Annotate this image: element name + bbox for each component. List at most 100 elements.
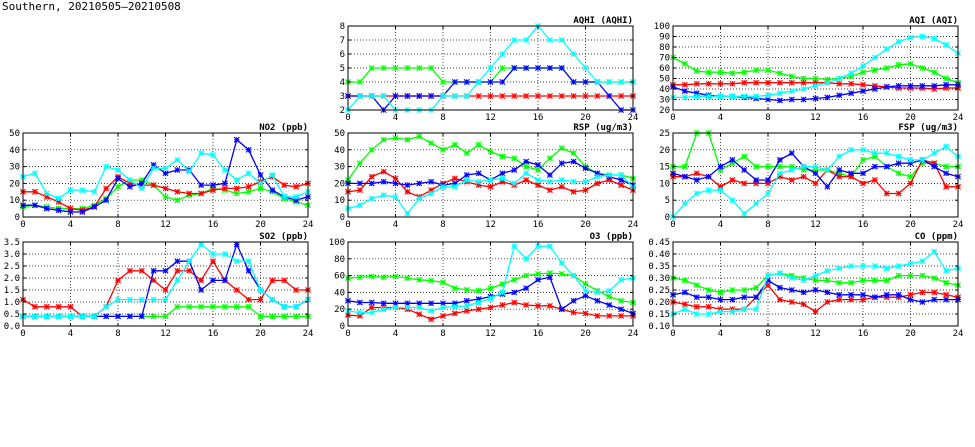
x-tick-label: 16 — [533, 113, 544, 123]
data-point-day2 — [535, 182, 541, 189]
data-point-day2 — [836, 173, 843, 180]
data-point-day4 — [79, 313, 86, 320]
data-point-day4 — [356, 202, 363, 209]
data-point-day3 — [765, 177, 771, 184]
data-point-day1 — [368, 273, 375, 280]
data-point-day1 — [860, 69, 866, 76]
data-point-day4 — [848, 263, 855, 269]
data-point-day4 — [535, 177, 541, 184]
data-point-day4 — [582, 65, 589, 71]
data-point-day2 — [693, 303, 700, 310]
data-point-day3 — [883, 163, 890, 170]
y-tick-label: 0.0 — [4, 322, 20, 332]
data-point-day4 — [907, 34, 914, 41]
data-point-day2 — [31, 188, 38, 195]
data-point-day4 — [221, 166, 228, 173]
data-point-day3 — [812, 170, 819, 177]
data-point-day1 — [741, 287, 748, 293]
data-point-day3 — [618, 177, 625, 184]
data-point-day1 — [392, 65, 399, 71]
data-point-day4 — [451, 93, 458, 99]
data-point-day1 — [416, 133, 423, 140]
data-point-day4 — [848, 146, 855, 153]
data-point-day1 — [681, 60, 688, 67]
data-point-day2 — [943, 183, 950, 190]
data-point-day1 — [943, 75, 950, 82]
data-point-day3 — [606, 302, 613, 308]
y-tick-label: 0.35 — [648, 262, 670, 272]
data-point-day3 — [943, 170, 950, 177]
data-point-day3 — [404, 182, 411, 189]
data-point-day1 — [499, 153, 506, 160]
y-tick-label: 4 — [340, 78, 345, 88]
data-point-day2 — [174, 267, 181, 274]
data-point-day1 — [162, 313, 169, 320]
data-point-day1 — [741, 69, 748, 76]
data-point-day2 — [523, 177, 530, 184]
data-point-day2 — [535, 302, 541, 309]
x-tick-label: 0 — [670, 329, 675, 339]
data-point-day1 — [451, 285, 458, 292]
data-point-day1 — [729, 70, 736, 77]
data-point-day1 — [404, 136, 411, 143]
data-point-day2 — [618, 182, 625, 189]
data-point-day3 — [523, 158, 530, 165]
data-point-day3 — [753, 294, 760, 301]
data-point-day2 — [499, 302, 506, 308]
data-point-day3 — [895, 291, 902, 298]
data-point-day4 — [753, 200, 760, 207]
data-point-day4 — [606, 287, 613, 294]
data-point-day4 — [705, 93, 712, 100]
data-point-day4 — [499, 51, 506, 57]
data-point-day1 — [198, 303, 205, 310]
data-point-day4 — [765, 190, 771, 197]
data-point-day3 — [198, 182, 205, 189]
data-point-day2 — [618, 312, 625, 319]
data-point-day2 — [368, 304, 375, 311]
x-tick-label: 20 — [905, 329, 916, 339]
data-point-day1 — [919, 272, 926, 279]
data-point-day3 — [729, 296, 736, 303]
data-point-day1 — [558, 145, 565, 152]
data-point-day1 — [523, 272, 530, 279]
data-point-day1 — [753, 163, 760, 170]
data-point-day3 — [776, 97, 783, 104]
data-point-day3 — [535, 161, 541, 168]
data-point-day1 — [487, 285, 494, 292]
x-tick-label: 16 — [533, 220, 544, 230]
data-point-day2 — [919, 289, 926, 296]
data-point-day4 — [440, 93, 446, 99]
data-point-day4 — [79, 187, 86, 194]
data-point-day4 — [67, 313, 74, 320]
data-point-day2 — [729, 80, 736, 87]
chart-title: FSP (ug/m3) — [898, 123, 958, 133]
data-point-day1 — [788, 73, 795, 80]
data-point-day2 — [681, 81, 688, 88]
data-point-day3 — [416, 93, 423, 99]
data-point-day4 — [693, 93, 700, 100]
data-point-day2 — [67, 303, 74, 310]
chart-aqhi: 0 4 8 12 16 20 24 2 3 4 5 6 7 8 AQHI (AQHI) — [340, 16, 639, 123]
data-point-day3 — [103, 313, 110, 320]
data-point-day1 — [919, 65, 926, 71]
data-point-day4 — [618, 172, 625, 178]
data-point-day2 — [150, 182, 157, 189]
data-point-day2 — [570, 93, 577, 99]
data-point-day3 — [511, 166, 518, 173]
data-point-day1 — [416, 65, 423, 71]
data-point-day1 — [499, 65, 506, 71]
x-tick-label: 20 — [905, 220, 916, 230]
data-point-day2 — [281, 277, 288, 284]
y-tick-label: 40 — [659, 85, 670, 95]
x-tick-label: 24 — [953, 329, 964, 339]
data-point-day4 — [368, 309, 375, 316]
data-point-day1 — [883, 65, 890, 71]
data-point-day1 — [186, 303, 193, 310]
data-point-day1 — [475, 287, 482, 294]
data-point-day3 — [535, 276, 541, 283]
data-point-day1 — [368, 65, 375, 71]
chart-rsp: 0 4 8 12 16 20 24 0 10 20 30 40 50 RSP (ug/m3) — [334, 123, 638, 230]
data-point-day3 — [741, 166, 748, 173]
data-point-day4 — [594, 79, 601, 85]
data-point-day2 — [558, 93, 565, 99]
